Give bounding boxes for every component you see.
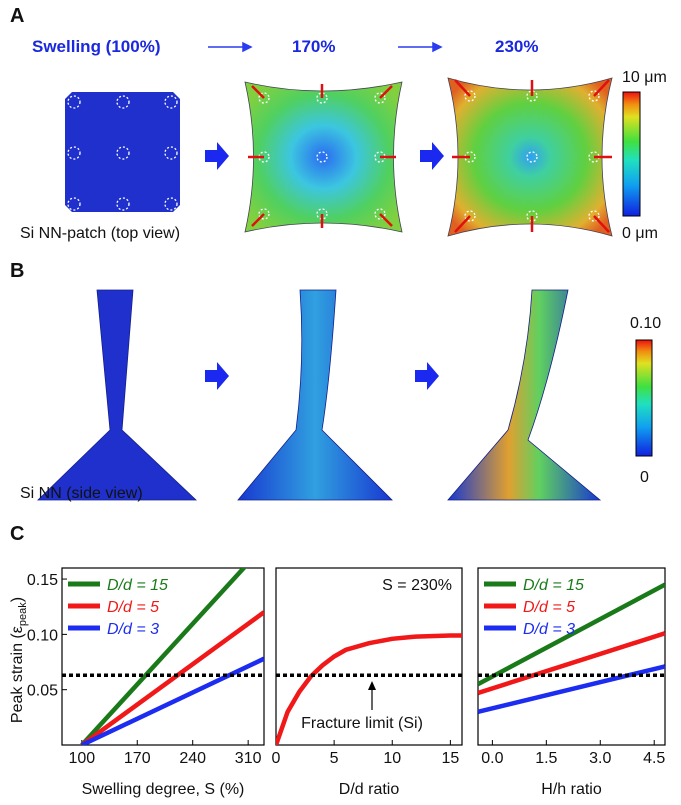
plot-frame [477, 567, 666, 746]
x-axis-label: Swelling degree, S (%) [82, 781, 245, 798]
x-tick-label: 10 [383, 750, 401, 767]
plot-frame [275, 567, 463, 746]
x-tick-label: 240 [179, 750, 206, 767]
panel-label: C [10, 523, 24, 545]
patch-170 [244, 81, 403, 233]
holes [67, 95, 178, 211]
series-line [80, 610, 264, 745]
x-tick-label: 4.5 [643, 750, 665, 767]
y-label-sub: peak [17, 602, 29, 626]
x-tick-label: 100 [68, 750, 95, 767]
x-tick-label: 0.0 [481, 750, 503, 767]
colorbar-max: 0.10 [630, 315, 661, 332]
x-tick-label: 310 [235, 750, 262, 767]
annotation: S = 230% [382, 577, 452, 594]
y-tick-label: 0.15 [27, 572, 58, 589]
step-label: 170% [292, 37, 335, 56]
pillar-230 [447, 289, 602, 501]
block-arrow [415, 362, 439, 390]
colorbar-max: 10 μm [622, 69, 667, 86]
series-line [478, 582, 665, 687]
y-label-part: ) [9, 597, 26, 602]
block-arrow [420, 142, 444, 170]
patch-initial [65, 92, 180, 212]
caption: Si NN-patch (top view) [20, 225, 180, 242]
legend-label: D/d = 3 [523, 621, 575, 638]
block-arrow [205, 362, 229, 390]
series-line [276, 633, 462, 745]
series-line [80, 568, 247, 745]
legend-label: D/d = 15 [523, 577, 584, 594]
series-line [80, 656, 264, 745]
panel-label: A [10, 5, 24, 27]
plot-frame [61, 567, 265, 746]
pillar-initial [37, 289, 198, 501]
panel-label: B [10, 260, 24, 282]
series-line [478, 631, 665, 696]
legend-label: D/d = 3 [107, 621, 159, 638]
x-axis-label: H/h ratio [541, 781, 602, 798]
pillar-170 [237, 289, 393, 501]
x-tick-label: 3.0 [589, 750, 611, 767]
y-tick-label: 0.05 [27, 683, 58, 700]
legend-label: D/d = 5 [523, 599, 575, 616]
block-arrow [205, 142, 229, 170]
x-tick-label: 5 [330, 750, 339, 767]
colorbar [622, 91, 641, 217]
legend-label: D/d = 15 [107, 577, 168, 594]
colorbar-min: 0 μm [622, 225, 658, 242]
series-line [478, 664, 665, 714]
x-axis-label: D/d ratio [339, 781, 400, 798]
patch-230 [447, 77, 613, 237]
y-label-part: Peak strain (ε [9, 626, 26, 723]
step-label: Swelling (100%) [32, 37, 160, 56]
annotation: Fracture limit (Si) [301, 715, 423, 732]
displacement-arrows [248, 79, 612, 233]
legend-label: D/d = 5 [107, 599, 159, 616]
holes [258, 90, 600, 222]
colorbar-min: 0 [640, 469, 649, 486]
annotation-arrowhead [368, 681, 376, 690]
x-tick-label: 1.5 [535, 750, 557, 767]
x-tick-label: 15 [441, 750, 459, 767]
step-label: 230% [495, 37, 538, 56]
y-tick-label: 0.10 [27, 627, 58, 644]
colorbar [635, 339, 653, 457]
x-tick-label: 170 [124, 750, 151, 767]
x-tick-label: 0 [272, 750, 281, 767]
caption: Si NN (side view) [20, 485, 143, 502]
y-axis-label: Peak strain (εpeak) [9, 597, 29, 723]
arrows [208, 41, 443, 53]
